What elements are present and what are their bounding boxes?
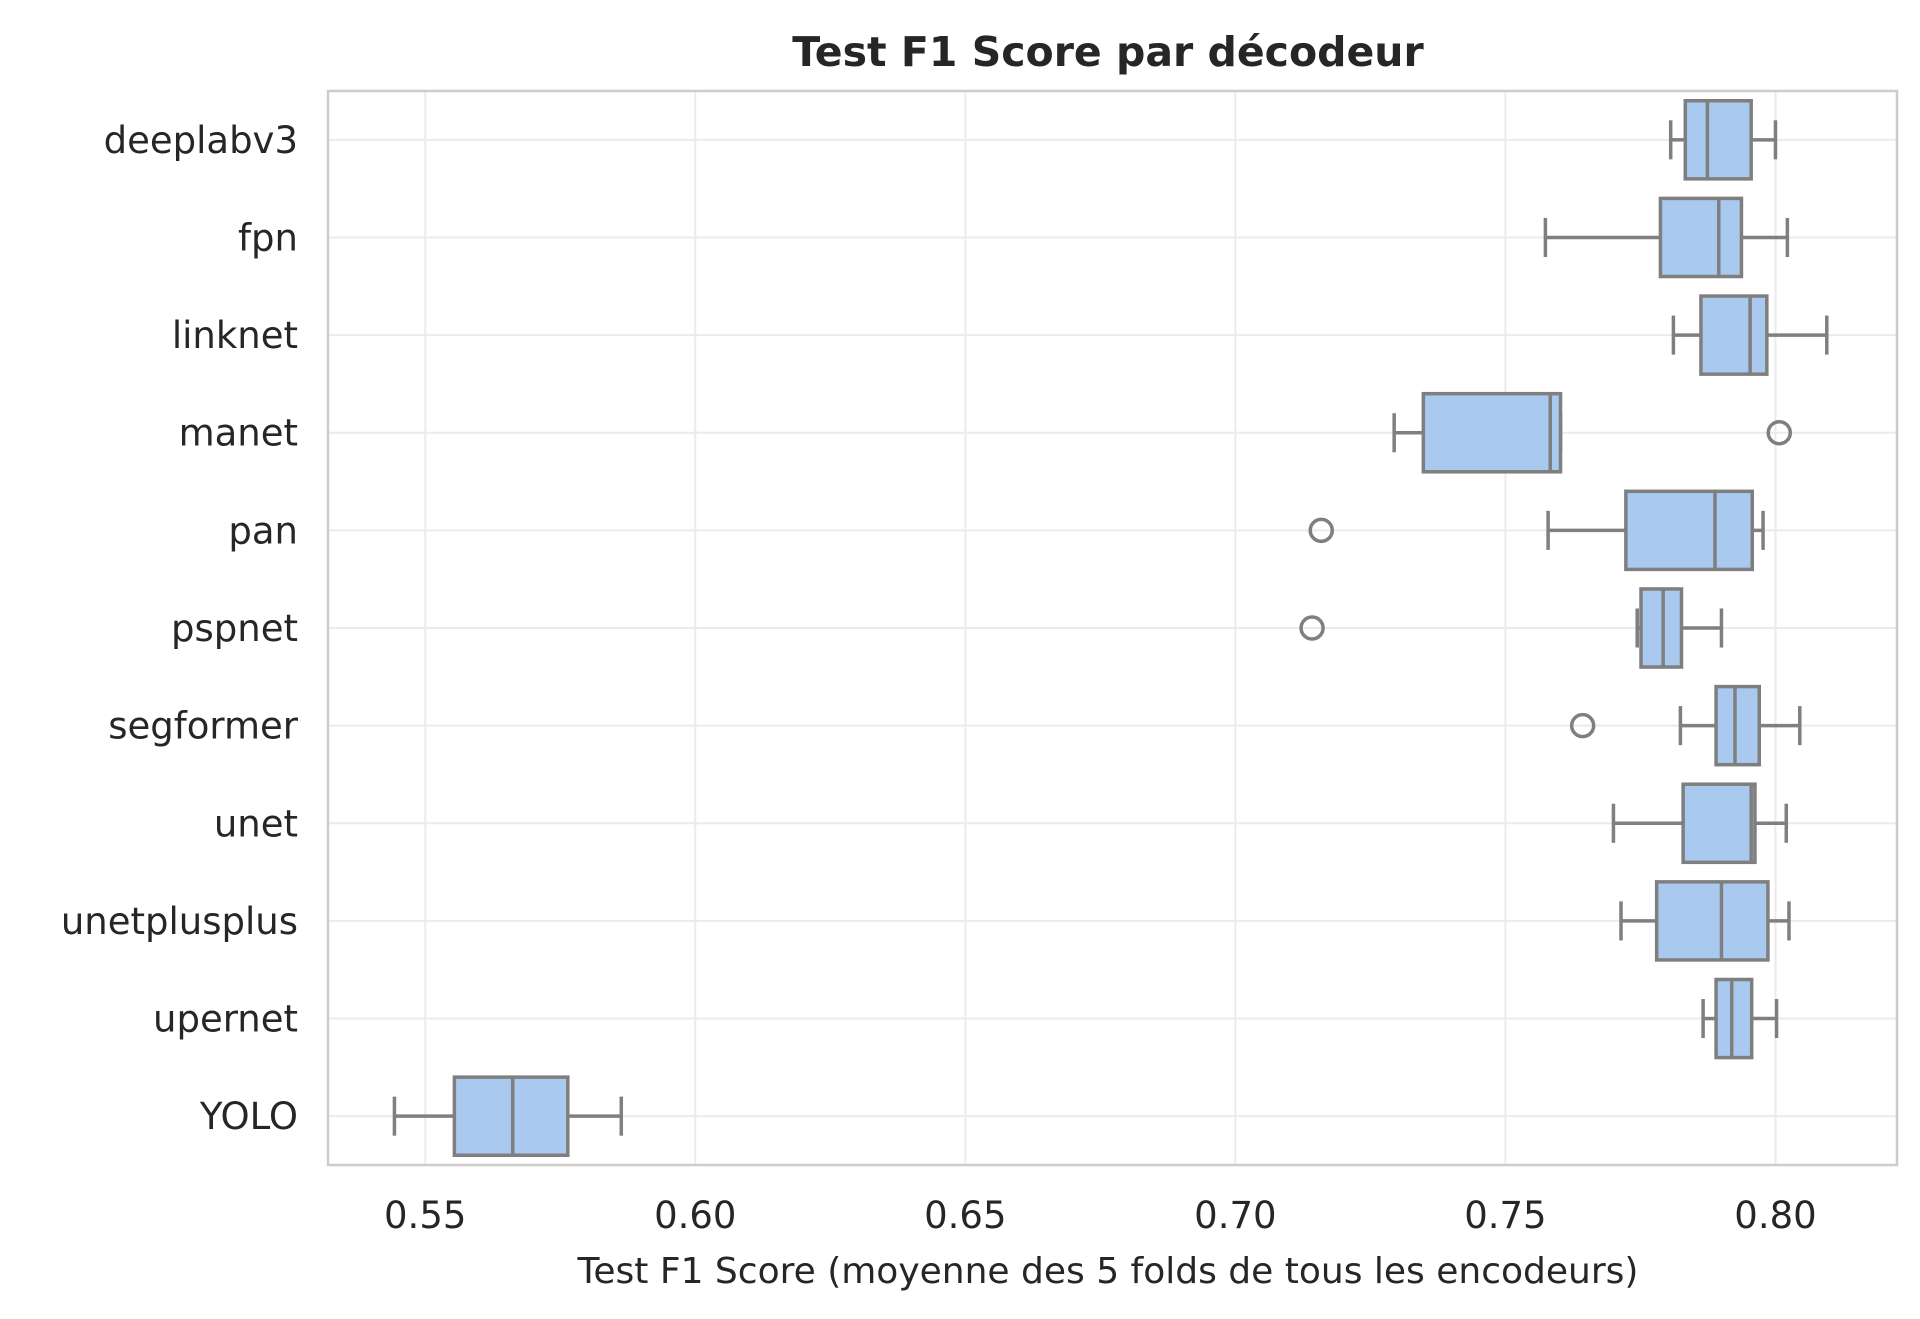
iqr-box: [1683, 99, 1753, 181]
y-tick-label-pspnet: pspnet: [171, 607, 298, 650]
chart-title: Test F1 Score par décodeur: [792, 28, 1424, 76]
box-group-fpn: [1543, 196, 1790, 279]
x-tick-label: 0.75: [1464, 1194, 1546, 1237]
x-tick-label: 0.65: [924, 1194, 1006, 1237]
x-tick-label: 0.55: [384, 1194, 466, 1237]
x-tick-label: 0.60: [654, 1194, 736, 1237]
outlier-point: [1766, 419, 1793, 446]
x-tick-label: 0.70: [1194, 1194, 1276, 1237]
y-tick-label-upernet: upernet: [153, 998, 298, 1041]
box-group-YOLO: [392, 1075, 624, 1157]
iqr-box: [1714, 684, 1762, 767]
y-tick-label-pan: pan: [228, 509, 298, 552]
y-axis-tick-labels: deeplabv3 fpn linknet manet pan pspnet segform…: [61, 119, 299, 1138]
box-group-deeplabv3: [1668, 99, 1778, 181]
plot-area-frame: [326, 89, 1899, 1167]
y-tick-label-deeplabv3: deeplabv3: [104, 119, 298, 162]
outlier-point: [1569, 712, 1596, 739]
box-plots: [392, 99, 1829, 1157]
iqr-box: [1624, 489, 1755, 572]
y-tick-label-linknet: linknet: [172, 314, 298, 357]
iqr-box: [1421, 391, 1563, 474]
box-group-pspnet: [1299, 587, 1724, 669]
iqr-box: [1658, 196, 1744, 279]
outlier-point: [1308, 517, 1334, 544]
x-axis-tick-labels: 0.55 0.60 0.65 0.70 0.75 0.80: [384, 1194, 1817, 1237]
box-group-linknet: [1671, 294, 1829, 376]
y-tick-label-unet: unet: [214, 802, 298, 845]
box-group-segformer: [1569, 684, 1802, 767]
iqr-box: [1654, 880, 1770, 962]
y-tick-label-fpn: fpn: [238, 216, 298, 259]
iqr-box: [1681, 782, 1757, 865]
box-group-pan: [1308, 489, 1765, 572]
box-group-unet: [1611, 782, 1789, 865]
iqr-box: [1714, 977, 1754, 1060]
box-group-manet: [1392, 391, 1793, 474]
y-tick-label-YOLO: YOLO: [199, 1095, 298, 1138]
x-axis-label: Test F1 Score (moyenne des 5 folds de to…: [577, 1251, 1639, 1292]
box-group-upernet: [1701, 977, 1779, 1060]
y-tick-label-manet: manet: [179, 412, 298, 455]
iqr-box: [1639, 587, 1684, 669]
box-group-unetplusplus: [1619, 880, 1791, 962]
y-tick-label-unetplusplus: unetplusplus: [61, 900, 298, 943]
outlier-point: [1299, 615, 1325, 641]
iqr-box: [1699, 294, 1769, 376]
x-tick-label: 0.80: [1734, 1194, 1816, 1237]
y-tick-label-segformer: segformer: [108, 705, 299, 748]
